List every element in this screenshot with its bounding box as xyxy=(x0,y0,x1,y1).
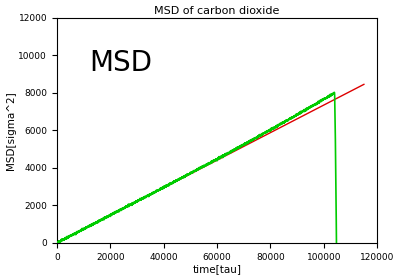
Y-axis label: MSD[sigma^2]: MSD[sigma^2] xyxy=(6,91,16,170)
Text: MSD: MSD xyxy=(89,49,152,77)
X-axis label: time[tau]: time[tau] xyxy=(192,264,242,274)
Title: MSD of carbon dioxide: MSD of carbon dioxide xyxy=(154,6,280,16)
